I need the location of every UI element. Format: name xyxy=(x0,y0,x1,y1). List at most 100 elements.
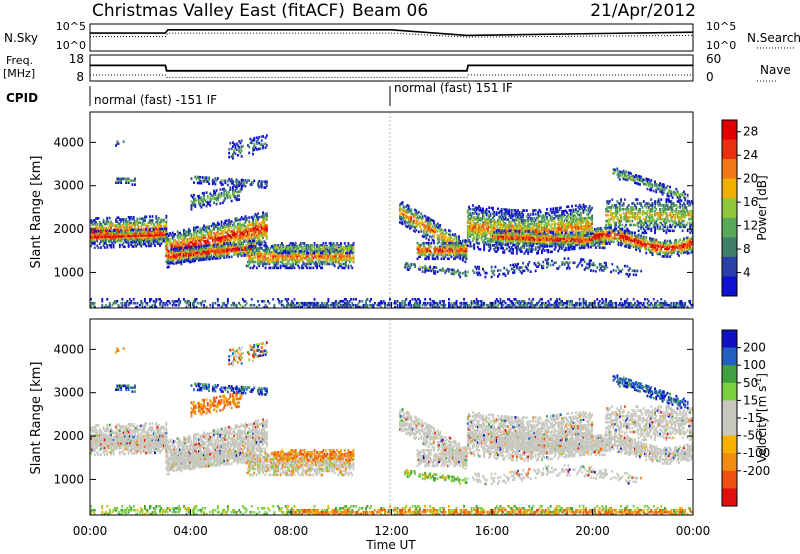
power-echo-cell xyxy=(429,243,432,247)
power-echo-cell xyxy=(411,220,414,224)
power-echo-cell xyxy=(263,186,266,189)
power-echo-cell xyxy=(561,221,563,225)
power-echo-cell xyxy=(161,218,164,222)
power-echo-cell xyxy=(505,243,508,247)
power-echo-cell xyxy=(417,222,420,226)
power-echo-cell xyxy=(186,246,189,249)
power-echo-cell xyxy=(527,228,530,232)
power-echo-cell xyxy=(504,233,507,237)
power-echo-cell xyxy=(436,226,439,229)
power-echo-cell xyxy=(203,195,205,199)
power-echo-cell xyxy=(454,241,457,245)
power-echo-cell xyxy=(258,262,261,266)
power-echo-cell xyxy=(211,236,214,239)
power-echo-cell xyxy=(188,254,190,257)
power-echo-cell xyxy=(201,203,204,207)
power-echo-cell xyxy=(464,272,467,275)
power-echo-cell xyxy=(200,245,203,248)
power-echo-cell xyxy=(468,207,470,211)
power-echo-cell xyxy=(248,222,251,225)
power-echo-cell xyxy=(262,232,264,236)
power-echo-cell xyxy=(517,215,519,218)
power-echo-cell xyxy=(578,219,581,223)
power-echo-cell xyxy=(417,267,420,271)
power-echo-cell xyxy=(429,223,432,227)
power-echo-cell xyxy=(167,250,170,253)
power-echo-cell xyxy=(275,262,278,266)
power-echo-cell xyxy=(240,229,243,233)
power-echo-cell xyxy=(221,244,224,248)
power-echo-cell xyxy=(314,252,317,256)
power-echo-cell xyxy=(229,194,232,197)
power-echo-cell xyxy=(257,241,259,245)
power-echo-cell xyxy=(147,227,150,230)
power-echo-cell xyxy=(504,214,507,217)
power-echo-cell xyxy=(350,249,352,253)
figure-title: Christmas Valley East (fitACF) xyxy=(92,1,345,21)
power-echo-cell xyxy=(176,248,179,251)
power-echo-cell xyxy=(438,236,440,240)
power-echo-cell xyxy=(534,246,537,249)
power-echo-cell xyxy=(273,247,276,251)
power-echo-cell xyxy=(239,222,242,225)
power-echo-cell xyxy=(122,231,125,234)
power-echo-cell xyxy=(280,256,283,260)
power-echo-cell xyxy=(210,253,213,257)
power-echo-cell xyxy=(424,228,427,231)
power-echo-cell xyxy=(144,229,146,232)
power-echo-cell xyxy=(515,217,518,220)
power-echo-cell xyxy=(175,261,178,264)
power-echo-cell xyxy=(190,194,193,197)
power-echo-cell xyxy=(548,229,551,232)
power-echo-cell xyxy=(500,217,503,221)
power-echo-cell xyxy=(136,223,139,227)
power-echo-cell xyxy=(232,157,234,160)
power-echo-cell xyxy=(505,228,508,231)
power-echo-cell xyxy=(475,208,478,212)
power-echo-cell xyxy=(171,253,174,256)
power-echo-cell xyxy=(220,179,223,182)
power-echo-cell xyxy=(226,234,229,238)
power-echo-cell xyxy=(255,214,258,218)
power-echo-cell xyxy=(250,223,253,227)
power-echo-cell xyxy=(244,225,247,228)
power-echo-cell xyxy=(205,227,208,231)
power-echo-cell xyxy=(301,249,303,252)
power-echo-cell xyxy=(154,235,156,239)
power-echo-cell xyxy=(199,242,202,246)
power-echo-cell xyxy=(169,243,171,247)
power-echo-cell xyxy=(490,230,493,233)
power-echo-cell xyxy=(499,221,502,225)
power-echo-cell xyxy=(434,266,437,269)
power-echo-cell xyxy=(193,249,195,253)
power-echo-cell xyxy=(230,247,233,251)
power-echo-cell xyxy=(190,208,193,211)
power-echo-cell xyxy=(567,240,570,244)
power-echo-cell xyxy=(181,252,184,256)
power-echo-cell xyxy=(184,242,187,245)
power-echo-cell xyxy=(324,254,327,258)
power-echo-cell xyxy=(274,246,277,249)
power-echo-cell xyxy=(240,223,243,227)
power-echo-cell xyxy=(302,242,305,245)
power-echo-cell xyxy=(149,215,151,218)
power-echo-cell xyxy=(268,251,271,254)
power-echo-cell xyxy=(208,235,210,238)
power-echo-cell xyxy=(111,242,114,245)
power-echo-cell xyxy=(201,234,204,238)
power-echo-cell xyxy=(510,228,513,231)
nsearch-tick-bottom: 10^0 xyxy=(706,39,736,52)
power-echo-cell xyxy=(131,228,134,232)
power-echo-cell xyxy=(159,237,161,241)
power-echo-cell xyxy=(260,143,263,146)
power-echo-cell xyxy=(458,235,460,238)
power-echo-cell xyxy=(140,241,143,244)
power-echo-cell xyxy=(203,180,205,183)
power-echo-cell xyxy=(465,253,468,257)
power-echo-cell xyxy=(199,246,202,250)
power-echo-cell xyxy=(257,254,259,258)
power-echo-cell xyxy=(225,223,228,226)
power-echo-cell xyxy=(504,218,507,221)
power-echo-cell xyxy=(213,191,215,195)
power-echo-cell xyxy=(563,223,566,226)
